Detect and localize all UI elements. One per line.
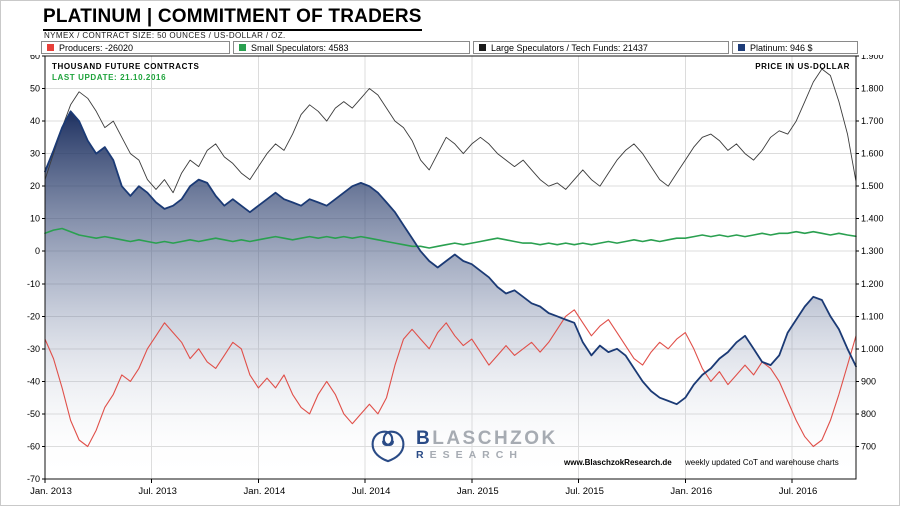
- svg-text:-40: -40: [27, 376, 40, 386]
- watermark-laschzok: LASCHZOK: [432, 428, 558, 450]
- svg-text:Jan. 2014: Jan. 2014: [244, 486, 286, 497]
- svg-text:1.800: 1.800: [861, 84, 884, 94]
- svg-text:10: 10: [30, 214, 40, 224]
- svg-text:30: 30: [30, 149, 40, 159]
- svg-text:-20: -20: [27, 311, 40, 321]
- last-update-label: LAST UPDATE: 21.10.2016: [52, 73, 167, 82]
- legend-label-platinum: Platinum: 946 $: [750, 42, 813, 53]
- svg-text:-30: -30: [27, 344, 40, 354]
- cot-chart-plot: 60 50 40 30 20 10 0 -10 -20 -30 -40 -50 -60 -70 1.900 1…: [27, 55, 884, 497]
- svg-text:700: 700: [861, 442, 876, 452]
- svg-text:Jul. 2013: Jul. 2013: [138, 486, 177, 497]
- legend-label-small-speculators: Small Speculators: 4583: [251, 42, 349, 53]
- svg-text:800: 800: [861, 409, 876, 419]
- platinum-swatch-icon: [738, 44, 745, 51]
- page-title: PLATINUM | COMMITMENT OF TRADERS: [43, 6, 422, 31]
- small-speculators-swatch-icon: [239, 44, 246, 51]
- svg-text:1.900: 1.900: [861, 55, 884, 61]
- svg-text:1.700: 1.700: [861, 116, 884, 126]
- svg-text:Jul. 2016: Jul. 2016: [779, 486, 818, 497]
- legend-item-producers: Producers: -26020: [41, 41, 230, 54]
- left-axis-title: THOUSAND FUTURE CONTRACTS: [52, 62, 200, 71]
- svg-text:1.000: 1.000: [861, 344, 884, 354]
- svg-text:-50: -50: [27, 409, 40, 419]
- legend-label-large-speculators: Large Speculators / Tech Funds: 21437: [491, 42, 648, 53]
- svg-text:1.300: 1.300: [861, 246, 884, 256]
- chart-legend: Producers: -26020 Small Speculators: 458…: [41, 41, 858, 54]
- watermark-text: BLASCHZOK RESEARCH: [416, 429, 558, 461]
- svg-text:-60: -60: [27, 442, 40, 452]
- svg-text:0: 0: [35, 246, 40, 256]
- svg-text:1.500: 1.500: [861, 181, 884, 191]
- right-axis-title: PRICE IN US-DOLLAR: [755, 62, 850, 71]
- legend-label-producers: Producers: -26020: [59, 42, 134, 53]
- blaschzok-watermark: BLASCHZOK RESEARCH: [367, 425, 558, 465]
- page-subtitle: NYMEX / CONTRACT SIZE: 50 OUNCES / US-DO…: [44, 31, 286, 40]
- svg-text:1.200: 1.200: [861, 279, 884, 289]
- svg-text:1.400: 1.400: [861, 214, 884, 224]
- svg-text:900: 900: [861, 376, 876, 386]
- footer-url: www.BlaschzokResearch.de: [564, 458, 672, 467]
- svg-text:20: 20: [30, 181, 40, 191]
- svg-text:1.600: 1.600: [861, 149, 884, 159]
- svg-text:Jan. 2016: Jan. 2016: [670, 486, 712, 497]
- svg-text:Jan. 2015: Jan. 2015: [457, 486, 499, 497]
- watermark-esearch: ESEARCH: [429, 449, 523, 462]
- svg-text:60: 60: [30, 55, 40, 61]
- legend-item-small-speculators: Small Speculators: 4583: [233, 41, 470, 54]
- large-speculators-swatch-icon: [479, 44, 486, 51]
- svg-text:50: 50: [30, 84, 40, 94]
- svg-text:Jul. 2014: Jul. 2014: [352, 486, 391, 497]
- legend-item-large-speculators: Large Speculators / Tech Funds: 21437: [473, 41, 729, 54]
- ram-horns-logo-icon: [371, 430, 405, 463]
- watermark-b: B: [416, 428, 433, 450]
- watermark-r: R: [416, 449, 430, 462]
- footer-note: weekly updated CoT and warehouse charts: [685, 458, 839, 467]
- svg-text:Jan. 2013: Jan. 2013: [30, 486, 72, 497]
- svg-text:1.100: 1.100: [861, 311, 884, 321]
- svg-text:-70: -70: [27, 474, 40, 484]
- svg-text:40: 40: [30, 116, 40, 126]
- producers-swatch-icon: [47, 44, 54, 51]
- svg-text:-10: -10: [27, 279, 40, 289]
- svg-text:Jul. 2015: Jul. 2015: [565, 486, 604, 497]
- legend-item-platinum: Platinum: 946 $: [732, 41, 858, 54]
